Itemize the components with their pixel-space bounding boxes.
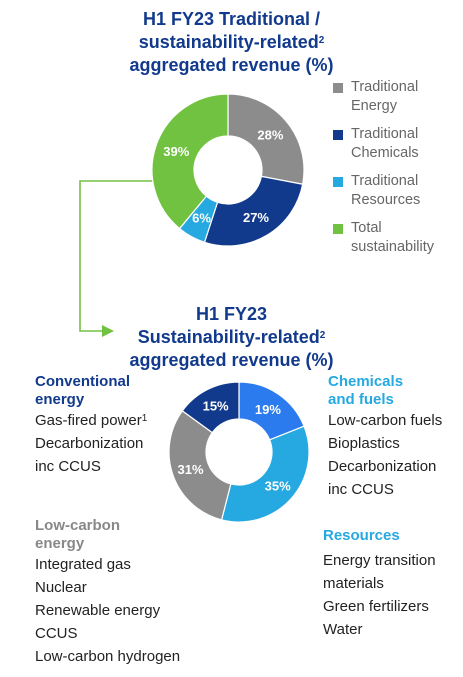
top-donut-chart: 28% 27% 6% 39% (151, 93, 305, 247)
conventional-item: Gas-fired power1 (35, 409, 147, 432)
slice-conventional-energy (181, 381, 240, 434)
legend-label: Traditional Resources (351, 173, 421, 208)
legend-item-traditional-energy: Traditional Energy (333, 78, 463, 125)
bottom-title-line-3: aggregated revenue (%) (129, 350, 334, 370)
top-chart-legend: Traditional Energy Traditional Chemicals… (333, 78, 463, 266)
bottom-chart-title: H1 FY23 Sustainability-related2 aggregat… (0, 303, 463, 372)
legend-swatch (333, 177, 343, 187)
top-title-line-2: sustainability-related2 (0, 31, 463, 54)
top-chart-title: H1 FY23 Traditional / sustainability-rel… (0, 8, 463, 77)
legend-swatch (333, 83, 343, 93)
slice-label-low-carbon-energy: 31% (178, 462, 204, 477)
low-carbon-energy-block: Low-carbon energy Integrated gas Nuclear… (35, 517, 180, 668)
legend-item-total-sustainability: Total sustainability (333, 219, 463, 266)
legend-label: Traditional Energy (351, 79, 419, 114)
legend-label: Total sustainability (351, 220, 435, 255)
slice-traditional-chemicals (203, 175, 304, 247)
low-carbon-item: Renewable energy (35, 602, 161, 619)
slice-traditional-energy (227, 93, 305, 185)
slice-total-sustainability (151, 93, 229, 230)
resources-heading: Resources (323, 527, 400, 544)
chemicals-and-fuels-heading: Chemicals and fuels (328, 373, 404, 408)
legend-item-traditional-chemicals: Traditional Chemicals (333, 125, 463, 172)
low-carbon-energy-heading: Low-carbon energy (35, 517, 120, 552)
slice-resources (220, 425, 310, 523)
slice-label-traditional-chemicals: 27% (243, 210, 269, 225)
bottom-title-footnote-mark: 2 (319, 330, 326, 341)
legend-item-traditional-resources: Traditional Resources (333, 172, 463, 219)
low-carbon-item: Nuclear (35, 579, 87, 596)
slice-label-total-sustainability: 39% (163, 144, 189, 159)
conventional-item: Decarbonization inc CCUS (35, 435, 144, 475)
footnote-mark: 1 (141, 413, 148, 424)
chemicals-and-fuels-block: Chemicals and fuels Low-carbon fuels Bio… (328, 373, 443, 501)
resources-item: Energy transition materials (323, 552, 436, 592)
top-title-line-2-text: sustainability-related (138, 32, 319, 52)
resources-block: Resources Energy transition materials Gr… (323, 527, 453, 641)
slice-low-carbon-energy (168, 410, 232, 521)
chemicals-item: Low-carbon fuels (328, 412, 443, 429)
slice-label-resources: 35% (265, 479, 291, 494)
low-carbon-item: CCUS (35, 625, 78, 642)
legend-swatch (333, 130, 343, 140)
connector-arrow-head (102, 325, 114, 337)
slice-label-traditional-resources: 6% (192, 211, 211, 226)
top-title-footnote-mark: 2 (318, 35, 325, 46)
chemicals-item: Bioplastics (328, 435, 400, 452)
slice-label-traditional-energy: 28% (257, 127, 283, 142)
top-title-line-3: aggregated revenue (%) (129, 55, 334, 75)
low-carbon-item: Integrated gas (35, 556, 131, 573)
top-title-line-1: H1 FY23 Traditional / (142, 9, 321, 29)
bottom-title-line-2-text: Sustainability-related (137, 327, 320, 347)
chemicals-item: Decarbonization inc CCUS (328, 458, 437, 498)
legend-label: Traditional Chemicals (351, 126, 419, 161)
bottom-title-line-2: Sustainability-related2 (0, 326, 463, 349)
slice-label-chemicals-and-fuels: 19% (255, 402, 281, 417)
bottom-title-line-1: H1 FY23 (195, 304, 268, 324)
low-carbon-item: Low-carbon hydrogen (35, 648, 181, 665)
resources-item: Green fertilizers (323, 598, 429, 615)
slice-label-conventional-energy: 15% (203, 399, 229, 414)
conventional-energy-block: Conventional energy Gas-fired power1 Dec… (35, 373, 147, 478)
legend-swatch (333, 224, 343, 234)
resources-item: Water (323, 621, 363, 638)
connector-arrow-line (79, 180, 167, 332)
conventional-energy-heading: Conventional energy (35, 373, 131, 408)
conventional-item-text: Gas-fired power (35, 412, 142, 429)
bottom-donut-chart: 19% 35% 31% 15% (168, 381, 310, 523)
